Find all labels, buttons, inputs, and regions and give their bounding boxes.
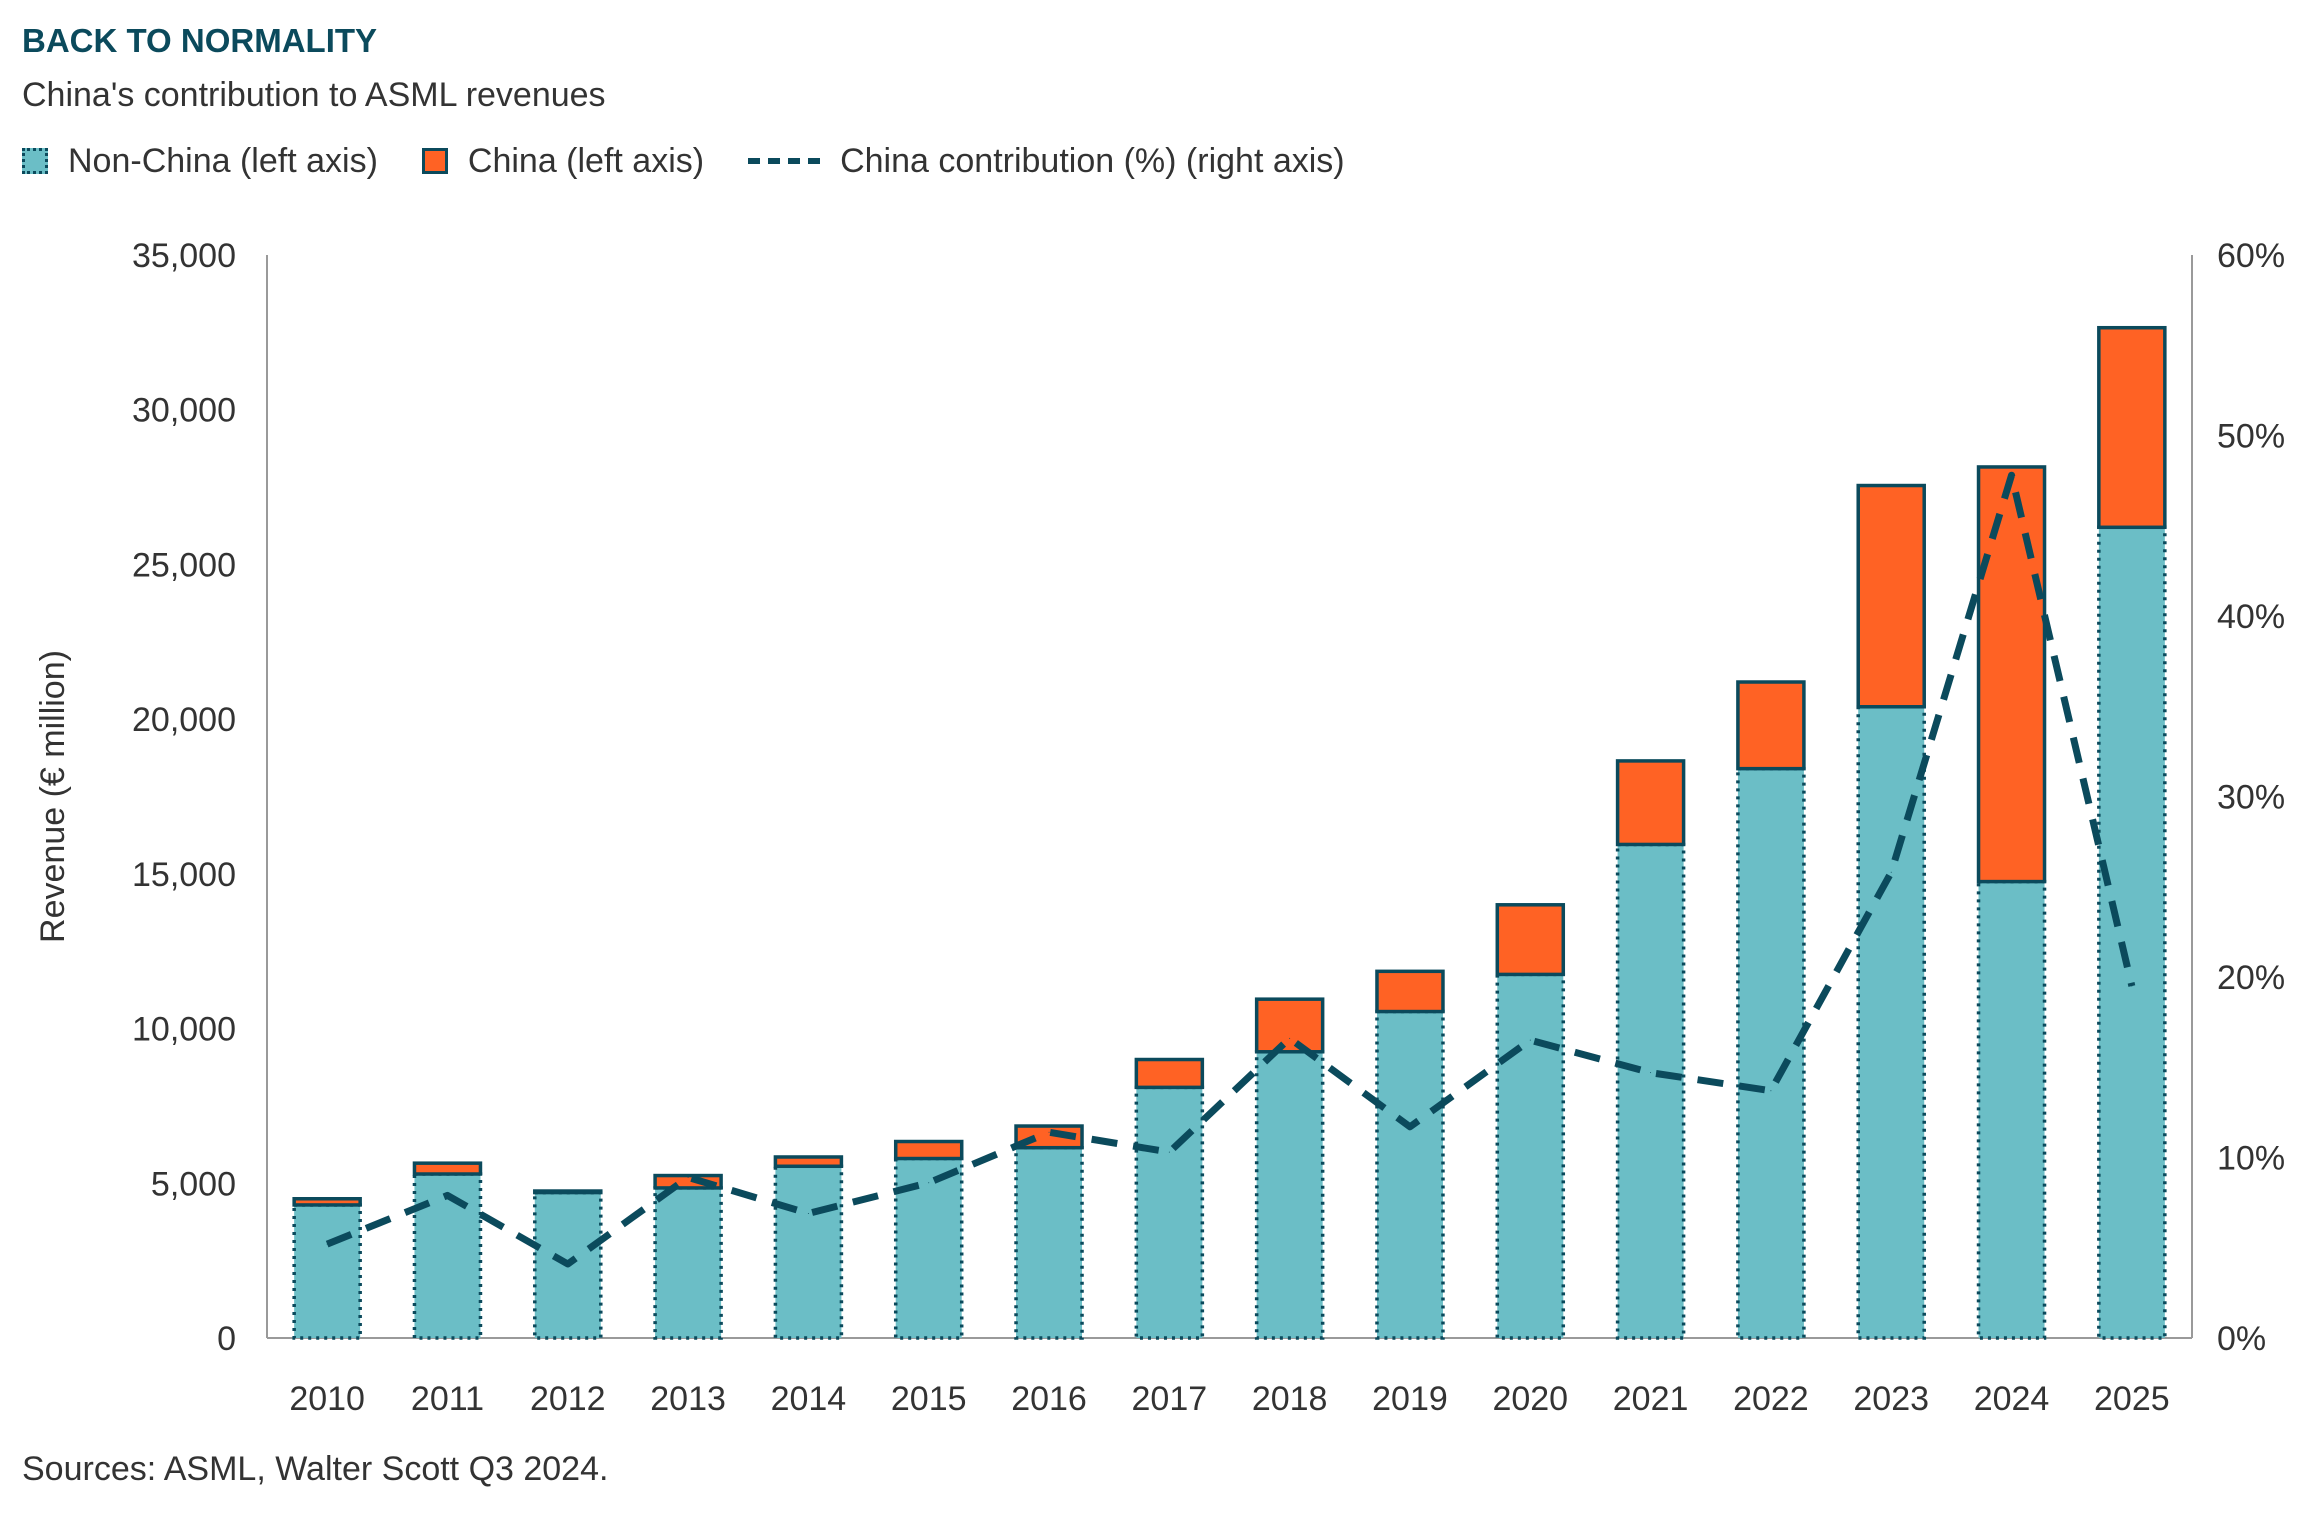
bar-non-china: [1856, 705, 1926, 1340]
china-contribution-point: [1048, 1131, 1050, 1133]
y-tick-label: 30,000: [132, 392, 236, 430]
china-contribution-point: [1289, 1037, 1291, 1039]
x-tick-label: 2014: [771, 1380, 847, 1418]
legend-item-non-china: Non-China (left axis): [22, 142, 378, 181]
bar-non-china: [292, 1203, 362, 1340]
chart-subtitle: China's contribution to ASML revenues: [22, 76, 606, 114]
legend-swatch-non-china: [22, 148, 48, 174]
bar-non-china: [1976, 879, 2047, 1340]
y-tick-label: 25,000: [132, 546, 236, 584]
bar-non-china: [2097, 525, 2167, 1340]
bar-china: [1856, 483, 1926, 709]
china-contribution-point: [1168, 1151, 1170, 1153]
china-contribution-point: [1650, 1072, 1652, 1074]
legend-item-china: China (left axis): [421, 141, 705, 181]
y-axis-label: Revenue (€ million): [34, 650, 72, 943]
china-contribution-point: [1529, 1039, 1531, 1041]
legend-item-china-contribution: China contribution (%) (right axis): [748, 142, 1345, 181]
legend-label-china-contribution: China contribution (%) (right axis): [840, 141, 1345, 180]
x-tick-label: 2019: [1372, 1380, 1448, 1418]
china-contribution-line: [325, 471, 2136, 1268]
y2-tick-label: 50%: [2217, 418, 2285, 456]
china-contribution-point: [1770, 1090, 1772, 1092]
bar-non-china: [1014, 1145, 1084, 1340]
y-tick-label: 35,000: [132, 237, 236, 275]
y-tick-label: 5,000: [151, 1165, 236, 1203]
bar-china: [893, 1139, 964, 1161]
bar-china: [412, 1161, 483, 1176]
china-contribution-point: [326, 1243, 328, 1245]
china-contribution-point: [446, 1194, 448, 1196]
y-tick-label: 20,000: [132, 701, 236, 739]
bar-china: [1375, 969, 1445, 1014]
y2-tick-label: 0%: [2217, 1320, 2266, 1358]
legend-label-china: China (left axis): [467, 141, 705, 180]
chart-legend: Non-China (left axis) China (left axis) …: [22, 138, 1389, 184]
bar-china: [773, 1155, 844, 1169]
x-tick-label: 2016: [1011, 1380, 1087, 1418]
bar-non-china: [1615, 842, 1686, 1340]
bar-non-china: [653, 1186, 723, 1340]
china-contribution-point: [567, 1263, 569, 1265]
china-contribution-point: [1409, 1126, 1411, 1128]
y-tick-label: 10,000: [132, 1011, 236, 1049]
bar-china: [292, 1197, 362, 1207]
chart-title: BACK TO NORMALITY: [22, 22, 378, 59]
china-contribution-point: [807, 1212, 809, 1214]
china-contribution-point: [2131, 985, 2133, 987]
bar-china: [1495, 903, 1566, 977]
x-tick-label: 2015: [891, 1380, 967, 1418]
y2-tick-label: 10%: [2217, 1140, 2285, 1178]
bar-non-china: [1736, 766, 1806, 1340]
bar-non-china: [1134, 1085, 1205, 1340]
bar-non-china: [1495, 972, 1566, 1340]
source-note: Sources: ASML, Walter Scott Q3 2024.: [22, 1450, 609, 1488]
bar-non-china: [1254, 1050, 1325, 1340]
bar-china: [1736, 680, 1806, 771]
bar-non-china: [773, 1164, 844, 1340]
x-tick-label: 2010: [289, 1380, 365, 1418]
china-contribution-point: [928, 1182, 930, 1184]
x-tick-label: 2012: [530, 1380, 606, 1418]
bar-china: [2097, 325, 2167, 530]
x-tick-label: 2023: [1853, 1380, 1929, 1418]
bar-non-china: [1375, 1009, 1445, 1340]
bar-china: [533, 1189, 603, 1195]
china-contribution-point: [1890, 871, 1892, 873]
bar-china: [1615, 759, 1686, 847]
y2-tick-label: 30%: [2217, 779, 2285, 817]
x-tick-label: 2024: [1974, 1380, 2050, 1418]
china-contribution-point: [687, 1176, 689, 1178]
x-tick-label: 2017: [1132, 1380, 1208, 1418]
bar-china: [1134, 1057, 1205, 1090]
bar-china: [1976, 465, 2047, 884]
y2-tick-label: 60%: [2217, 237, 2285, 275]
legend-label-non-china: Non-China (left axis): [68, 141, 378, 180]
x-tick-label: 2013: [650, 1380, 726, 1418]
x-tick-label: 2020: [1492, 1380, 1568, 1418]
legend-swatch-dashed-line: [748, 158, 821, 164]
legend-swatch-china: [421, 148, 448, 174]
x-tick-label: 2021: [1613, 1380, 1689, 1418]
x-tick-label: 2018: [1252, 1380, 1328, 1418]
x-tick-label: 2011: [411, 1380, 484, 1418]
y-tick-label: 0: [217, 1320, 236, 1358]
x-tick-label: 2022: [1733, 1380, 1809, 1418]
x-tick-label: 2025: [2094, 1380, 2170, 1418]
y2-tick-label: 40%: [2217, 598, 2285, 636]
china-contribution-point: [2011, 474, 2013, 476]
y2-tick-label: 20%: [2217, 959, 2285, 997]
bar-china: [1254, 997, 1325, 1054]
y-tick-label: 15,000: [132, 856, 236, 894]
